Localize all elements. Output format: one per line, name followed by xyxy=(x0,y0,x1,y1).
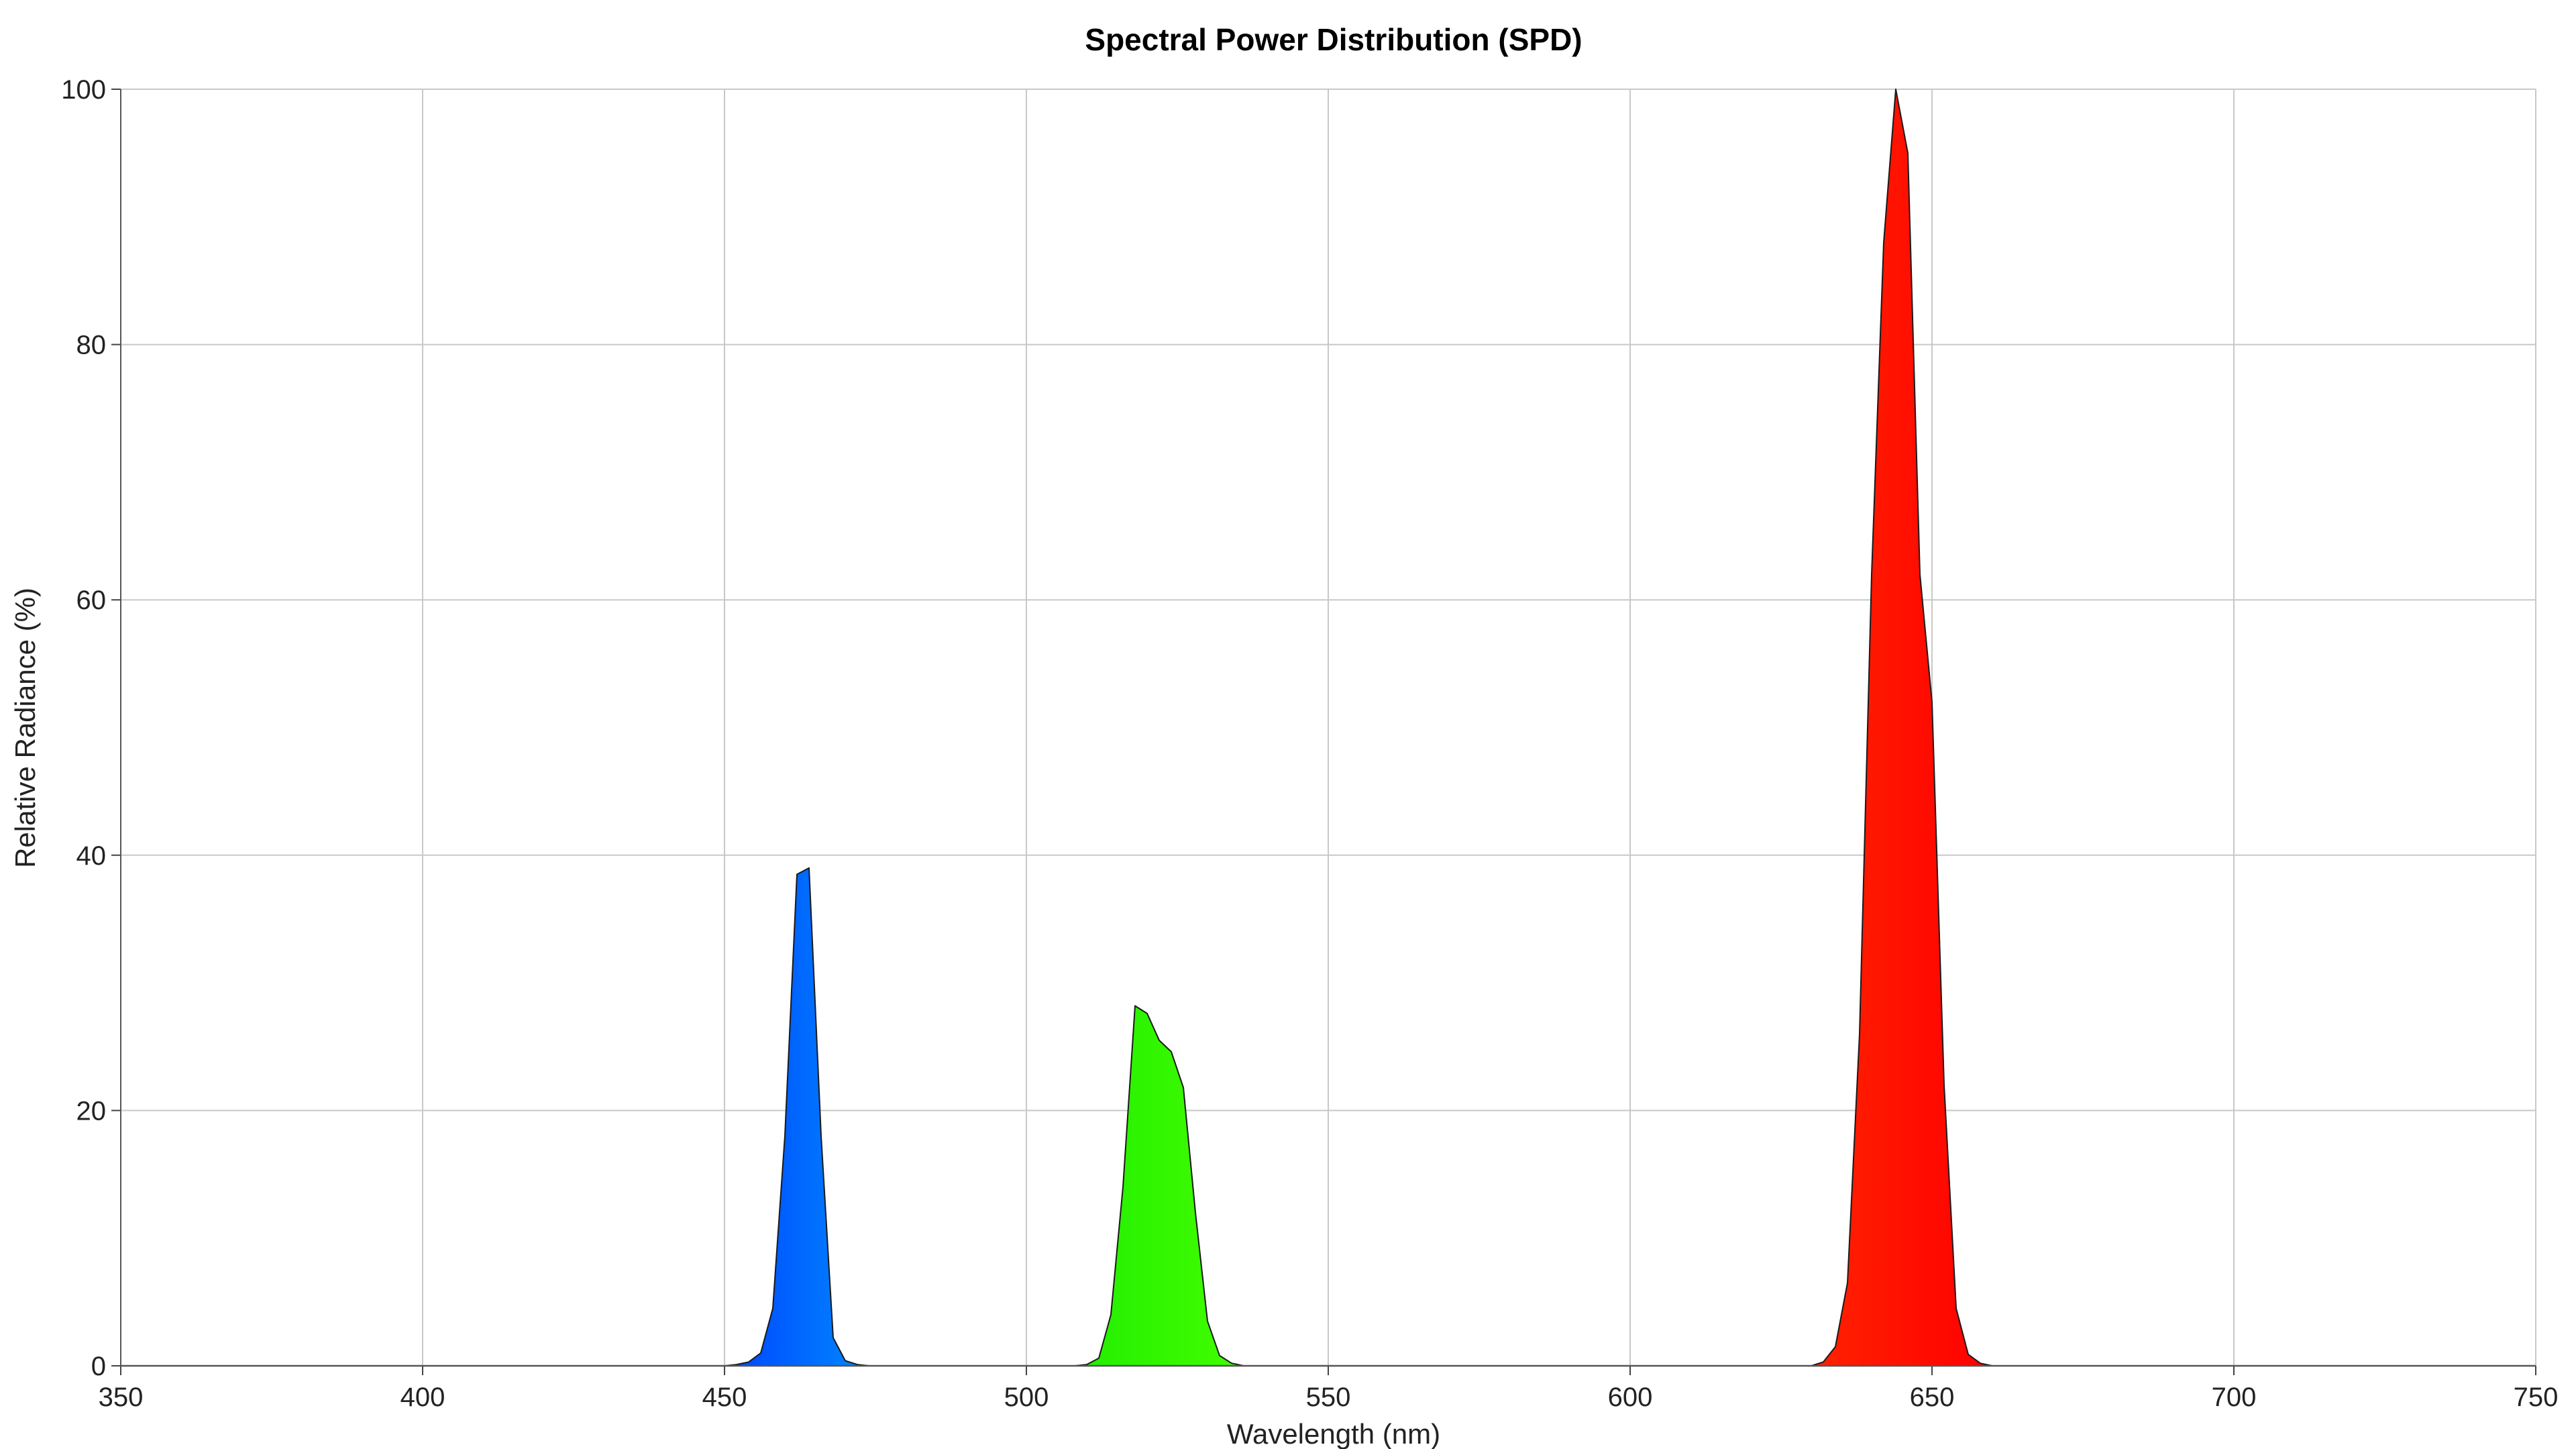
tick-labels: 350 400 450 500 550 600 650 700 750 0 20 40 60 80 100 xyxy=(61,75,2558,1412)
y-tick-label: 0 xyxy=(91,1352,106,1381)
x-tick-label: 650 xyxy=(1910,1383,1955,1412)
axes xyxy=(111,89,2536,1375)
y-tick-label: 60 xyxy=(76,586,107,615)
x-tick-label: 600 xyxy=(1608,1383,1653,1412)
y-tick-label: 100 xyxy=(61,75,106,105)
x-axis-label: Wavelength (nm) xyxy=(1227,1418,1440,1449)
series-group xyxy=(724,89,1993,1366)
x-tick-label: 350 xyxy=(99,1383,144,1412)
y-tick-label: 40 xyxy=(76,841,107,871)
x-tick-label: 450 xyxy=(702,1383,747,1412)
red-peak-area xyxy=(1811,89,1993,1366)
x-tick-label: 500 xyxy=(1004,1383,1049,1412)
y-tick-label: 80 xyxy=(76,331,107,360)
x-tick-label: 750 xyxy=(2514,1383,2559,1412)
y-axis-label: Relative Radiance (%) xyxy=(9,588,41,868)
green-peak-area xyxy=(1074,1005,1256,1366)
chart-title: Spectral Power Distribution (SPD) xyxy=(1085,22,1582,57)
y-tick-label: 20 xyxy=(76,1096,107,1126)
x-tick-label: 400 xyxy=(400,1383,445,1412)
blue-peak-area xyxy=(724,867,870,1366)
x-tick-label: 550 xyxy=(1306,1383,1351,1412)
x-tick-label: 700 xyxy=(2212,1383,2257,1412)
